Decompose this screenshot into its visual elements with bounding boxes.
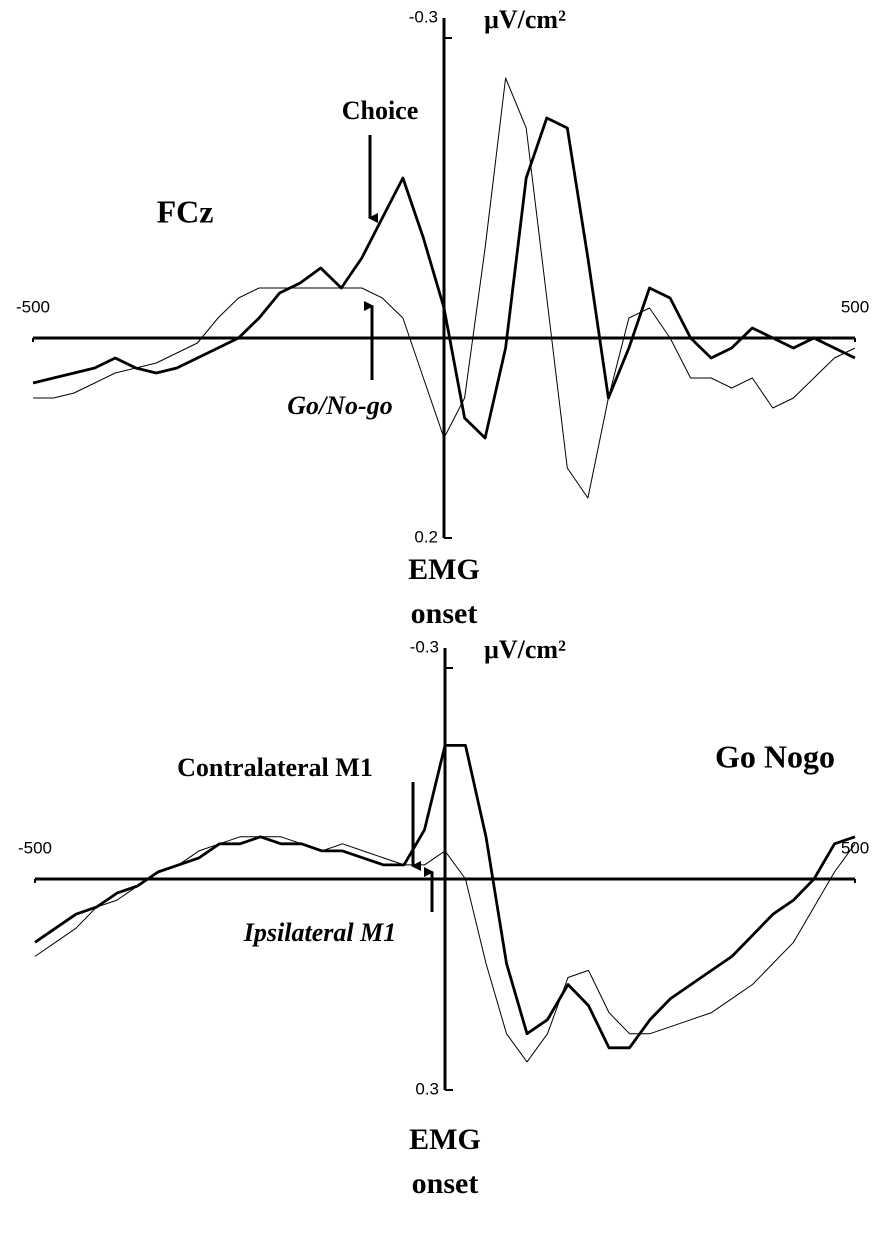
x-tick-label: -500 <box>18 838 52 857</box>
series-line <box>32 116 856 440</box>
x-tick-label: 500 <box>841 297 869 316</box>
y-tick-label: -0.3 <box>410 637 439 656</box>
y-tick-label: 0.3 <box>415 1079 439 1098</box>
x-axis-label: EMG onset <box>409 1123 481 1200</box>
series-label: Ipsilateral M1 <box>243 918 396 947</box>
series-label: Choice <box>342 96 419 125</box>
x-axis-label: EMG onset <box>408 553 480 630</box>
series-label: Go/No-go <box>287 391 392 420</box>
x-tick-label: -500 <box>16 297 50 316</box>
y-axis-label: μV/cm² <box>484 5 566 34</box>
y-axis-label: μV/cm² <box>484 635 566 664</box>
y-tick-label: -0.3 <box>409 7 438 26</box>
y-tick-label: 0.2 <box>414 527 438 546</box>
series-line <box>33 77 856 499</box>
series-line <box>34 836 856 1063</box>
series-label: Contralateral M1 <box>177 753 373 782</box>
panel-title: FCz <box>157 193 214 229</box>
panel-title: Go Nogo <box>715 738 835 774</box>
